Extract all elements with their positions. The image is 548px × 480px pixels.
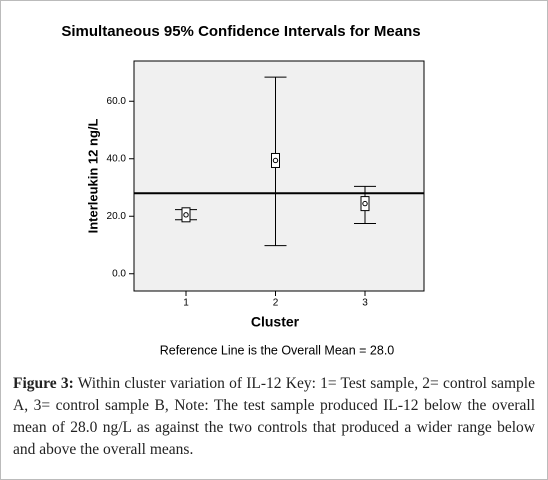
mean-marker: [272, 157, 279, 164]
caption: Figure 3: Within cluster variation of IL…: [13, 373, 535, 461]
x-tick-label: 1: [183, 298, 189, 309]
mean-marker: [183, 212, 189, 218]
chart: Simultaneous 95% Confidence Intervals fo…: [61, 23, 425, 357]
mean-marker: [362, 200, 368, 207]
y-tick-label: 20.0: [107, 211, 127, 222]
reference-note: Reference Line is the Overall Mean = 28.…: [160, 343, 395, 357]
caption-text: Within cluster variation of IL-12 Key: 1…: [13, 375, 535, 458]
plot-area: [133, 60, 425, 292]
y-tick-label: 40.0: [107, 153, 127, 164]
x-axis-label: Cluster: [251, 314, 300, 330]
y-axis-label: Interleukin 12 ng/L: [85, 119, 100, 234]
x-tick-label: 2: [273, 298, 279, 309]
mean-box: [181, 207, 191, 223]
caption-label: Figure 3:: [13, 375, 74, 392]
y-tick-label: 60.0: [107, 96, 127, 107]
y-tick-label: 0.0: [112, 268, 126, 279]
x-tick-label: 3: [362, 298, 368, 309]
mean-box: [360, 196, 370, 212]
chart-title: Simultaneous 95% Confidence Intervals fo…: [61, 23, 420, 40]
mean-box: [271, 152, 280, 168]
